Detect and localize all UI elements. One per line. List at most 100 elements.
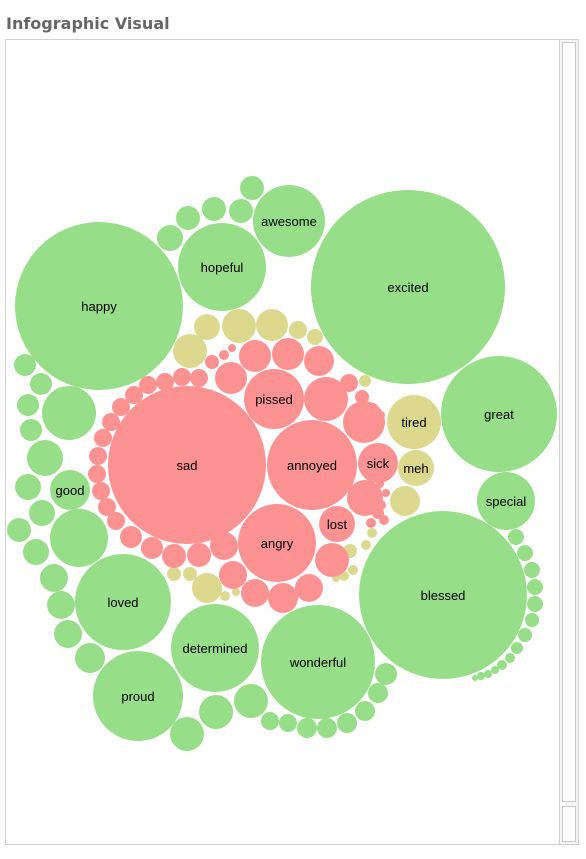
bubble-wonderful[interactable] <box>261 605 375 719</box>
bubble-special[interactable] <box>477 472 535 530</box>
bubble-small[interactable] <box>205 355 219 369</box>
bubble-small[interactable] <box>295 574 323 602</box>
bubble-small[interactable] <box>304 346 334 376</box>
bubble-angry[interactable] <box>238 504 316 582</box>
bubble-small[interactable] <box>256 309 288 341</box>
bubble-small[interactable] <box>239 340 271 372</box>
bubble-small[interactable] <box>50 509 108 567</box>
bubble-great[interactable] <box>441 356 557 472</box>
bubble-small[interactable] <box>98 498 116 516</box>
bubble-small[interactable] <box>377 411 385 419</box>
bubble-small[interactable] <box>222 309 256 343</box>
bubble-annoyed[interactable] <box>267 420 357 510</box>
bubble-small[interactable] <box>30 373 52 395</box>
bubble-small[interactable] <box>47 591 75 619</box>
bubble-tired[interactable] <box>387 395 441 449</box>
bubble-small[interactable] <box>167 567 181 581</box>
bubble-small[interactable] <box>139 376 157 394</box>
bubble-small[interactable] <box>477 672 485 680</box>
bubble-small[interactable] <box>23 539 49 565</box>
bubble-small[interactable] <box>89 447 107 465</box>
bubble-small[interactable] <box>527 579 543 595</box>
bubble-small[interactable] <box>367 528 377 538</box>
bubble-small[interactable] <box>92 482 110 500</box>
bubble-meh[interactable] <box>398 450 434 486</box>
bubble-small[interactable] <box>141 537 163 559</box>
bubble-small[interactable] <box>518 628 532 642</box>
bubble-sick[interactable] <box>358 443 398 483</box>
bubble-awesome[interactable] <box>253 185 325 257</box>
bubble-sad[interactable] <box>108 386 266 544</box>
bubble-small[interactable] <box>361 540 371 550</box>
bubble-small[interactable] <box>183 567 197 581</box>
scrollbar-thumb[interactable] <box>562 42 576 802</box>
bubble-determined[interactable] <box>171 604 259 692</box>
bubble-excited[interactable] <box>311 190 505 384</box>
bubble-small[interactable] <box>14 354 36 376</box>
bubble-lost[interactable] <box>319 506 355 542</box>
bubble-small[interactable] <box>527 596 543 612</box>
bubble-small[interactable] <box>368 403 378 413</box>
bubble-small[interactable] <box>505 653 515 663</box>
bubble-small[interactable] <box>234 684 268 718</box>
bubble-small[interactable] <box>7 518 31 542</box>
bubble-small[interactable] <box>517 545 533 561</box>
bubble-small[interactable] <box>376 500 386 510</box>
bubble-small[interactable] <box>120 526 142 548</box>
bubble-small[interactable] <box>20 419 42 441</box>
bubble-small[interactable] <box>210 532 238 560</box>
bubble-proud[interactable] <box>93 651 183 741</box>
bubble-small[interactable] <box>232 588 240 596</box>
bubble-small[interactable] <box>304 377 348 421</box>
bubble-small[interactable] <box>307 329 323 345</box>
bubble-small[interactable] <box>317 718 337 738</box>
bubble-small[interactable] <box>192 573 222 603</box>
bubble-small[interactable] <box>29 500 55 526</box>
bubble-small[interactable] <box>337 713 357 733</box>
bubble-small[interactable] <box>491 666 499 674</box>
bubble-small[interactable] <box>508 529 524 545</box>
bubble-small[interactable] <box>261 712 279 730</box>
bubble-small[interactable] <box>484 670 492 678</box>
bubble-small[interactable] <box>54 620 82 648</box>
bubble-small[interactable] <box>355 390 369 404</box>
bubble-small[interactable] <box>241 579 269 607</box>
bubble-small[interactable] <box>102 413 120 431</box>
bubble-small[interactable] <box>240 176 264 200</box>
bubble-small[interactable] <box>347 480 383 516</box>
bubble-small[interactable] <box>156 373 174 391</box>
bubble-small[interactable] <box>176 206 200 230</box>
bubble-small[interactable] <box>17 394 39 416</box>
bubble-small[interactable] <box>289 321 307 339</box>
bubble-pissed[interactable] <box>244 369 304 429</box>
bubble-small[interactable] <box>228 344 236 352</box>
bubble-small[interactable] <box>279 714 297 732</box>
bubble-small[interactable] <box>125 386 143 404</box>
bubble-small[interactable] <box>112 398 130 416</box>
bubble-small[interactable] <box>525 613 539 627</box>
bubble-small[interactable] <box>194 314 220 340</box>
bubble-small[interactable] <box>27 440 63 476</box>
bubble-small[interactable] <box>390 486 420 516</box>
bubble-small[interactable] <box>359 375 371 387</box>
bubble-small[interactable] <box>229 199 253 223</box>
bubble-small[interactable] <box>42 386 96 440</box>
bubble-loved[interactable] <box>75 554 171 650</box>
bubble-small[interactable] <box>382 489 390 497</box>
bubble-small[interactable] <box>190 369 208 387</box>
bubble-small[interactable] <box>88 465 106 483</box>
vertical-scrollbar[interactable] <box>559 40 578 844</box>
scrollbar-down-button[interactable] <box>562 806 576 842</box>
bubble-small[interactable] <box>343 401 385 443</box>
bubble-small[interactable] <box>511 642 523 654</box>
bubble-small[interactable] <box>202 197 226 221</box>
bubble-small[interactable] <box>94 429 112 447</box>
bubble-small[interactable] <box>524 562 540 578</box>
bubble-small[interactable] <box>315 543 349 577</box>
bubble-blessed[interactable] <box>359 511 527 679</box>
bubble-small[interactable] <box>15 474 41 500</box>
bubble-small[interactable] <box>173 368 191 386</box>
bubble-small[interactable] <box>107 512 125 530</box>
bubble-small[interactable] <box>220 591 230 601</box>
bubble-small[interactable] <box>348 565 358 575</box>
